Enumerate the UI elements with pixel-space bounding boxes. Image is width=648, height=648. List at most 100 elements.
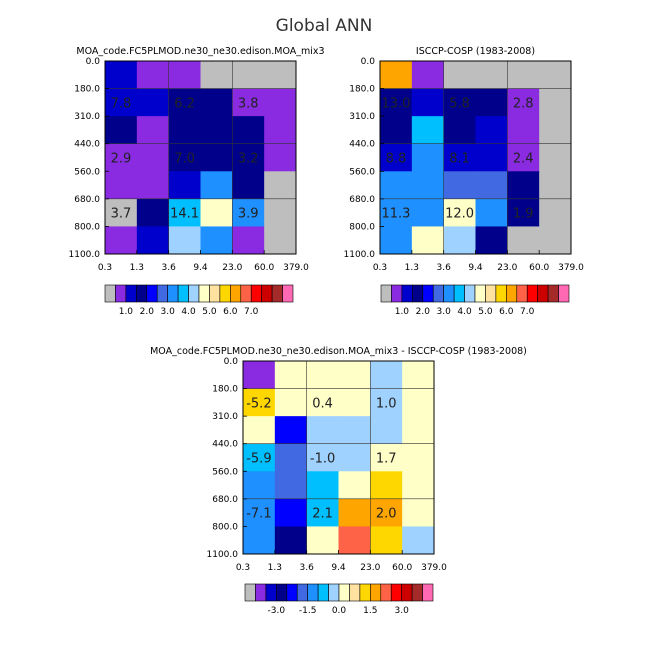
- heatmap-cell: [507, 61, 540, 90]
- panel-title: MOA_code.FC5PLMOD.ne30_ne30.edison.MOA_m…: [150, 346, 527, 357]
- colorbar-label: -1.5: [299, 606, 317, 616]
- y-tick-label: 180.0: [74, 85, 100, 95]
- heatmap-cell: [443, 88, 476, 117]
- cell-annotation: 14.1: [170, 207, 199, 222]
- cell-annotation: -5.2: [246, 396, 271, 411]
- colorbar-label: 1.5: [363, 606, 377, 616]
- heatmap-cell: [200, 198, 233, 227]
- x-tick-label: 60.0: [254, 263, 274, 273]
- y-tick-label: 680.0: [212, 495, 238, 505]
- heatmap-cell: [370, 526, 403, 555]
- heatmap-cell: [475, 171, 508, 200]
- y-tick-label: 180.0: [212, 385, 238, 395]
- heatmap-cell: [380, 61, 413, 90]
- heatmap-cell: [168, 226, 201, 255]
- heatmap-cell: [475, 88, 508, 117]
- colorbar-swatch: [401, 583, 413, 602]
- heatmap-cell: [443, 171, 476, 200]
- colorbar-swatch: [464, 284, 476, 303]
- colorbar-label: 0.0: [332, 606, 347, 616]
- y-tick-label: 0.0: [224, 357, 239, 367]
- x-tick-label: 3.6: [437, 263, 452, 273]
- colorbar-swatch: [359, 583, 371, 602]
- colorbar-label: 1.0: [395, 307, 410, 317]
- y-tick-label: 560.0: [212, 467, 238, 477]
- cell-annotation: -1.0: [310, 452, 335, 467]
- x-tick-label: 9.4: [331, 563, 346, 573]
- cell-annotation: 11.3: [381, 207, 410, 222]
- heatmap-cell: [200, 116, 233, 145]
- heatmap-cell: [475, 198, 508, 227]
- heatmap-cell: [105, 226, 138, 255]
- colorbar-swatch: [380, 583, 392, 602]
- colorbar-swatch: [558, 284, 570, 303]
- x-tick-label: 379.0: [421, 563, 447, 573]
- y-tick-label: 800.0: [349, 222, 375, 232]
- colorbar-swatch: [265, 583, 277, 602]
- y-tick-label: 0.0: [86, 57, 101, 67]
- heatmap-cell: [411, 171, 445, 200]
- cell-annotation: 13.0: [381, 96, 410, 111]
- y-tick-label: 180.0: [349, 85, 375, 95]
- heatmap-cell: [264, 143, 297, 172]
- y-tick-label: 800.0: [212, 522, 238, 532]
- heatmap-cell: [338, 443, 371, 472]
- heatmap-cell: [264, 61, 297, 90]
- heatmap-cell: [232, 226, 265, 255]
- panel-observation: ISCCP-COSP (1983-2008) 13.0 5.8 2.8 8.8 8.1 2.…: [344, 46, 585, 317]
- heatmap-cell: [306, 443, 339, 472]
- y-tick-label: 800.0: [74, 222, 100, 232]
- cell-annotation: 1.7: [376, 452, 397, 467]
- colorbar-swatch: [422, 284, 434, 303]
- cell-annotation: 1.9: [513, 207, 534, 222]
- heatmap-cell: [370, 416, 403, 445]
- colorbar-swatch: [282, 284, 294, 303]
- colorbar-label: 6.0: [499, 307, 514, 317]
- colorbar-swatch: [104, 284, 116, 303]
- heatmap-cell: [274, 388, 308, 417]
- heatmap-cell: [411, 226, 445, 255]
- heatmap-cell: [475, 116, 508, 145]
- y-tick-label: 310.0: [349, 112, 375, 122]
- colorbar-swatch: [230, 284, 242, 303]
- heatmap-cell: [264, 198, 297, 227]
- heatmap-cell: [338, 388, 371, 417]
- cell-annotation: 3.2: [238, 152, 259, 167]
- heatmap-cell: [402, 388, 435, 417]
- y-tick-label: 440.0: [212, 440, 238, 450]
- heatmap-cell: [136, 116, 170, 145]
- colorbar-swatch: [338, 583, 350, 602]
- heatmap-cell: [232, 143, 265, 172]
- heatmap-cell: [232, 171, 265, 200]
- heatmap-cell: [411, 143, 445, 172]
- heatmap-cell: [539, 61, 572, 90]
- heatmap-cell: [443, 116, 476, 145]
- colorbar-label: 1.0: [119, 307, 134, 317]
- heatmap-cell: [475, 143, 508, 172]
- colorbar-swatch: [250, 284, 262, 303]
- x-tick-label: 1.3: [268, 563, 282, 573]
- heatmap-cell: [264, 116, 297, 145]
- heatmap-cell: [402, 416, 435, 445]
- heatmap-cell: [507, 198, 540, 227]
- heatmap-cell: [338, 471, 371, 500]
- heatmap-cell: [507, 226, 540, 255]
- colorbar-swatch: [401, 284, 413, 303]
- cell-annotation: 8.1: [449, 152, 470, 167]
- colorbar-swatch: [240, 284, 252, 303]
- heatmap-cell: [136, 88, 170, 117]
- cell-annotation: 2.1: [312, 507, 333, 522]
- panel-title: ISCCP-COSP (1983-2008): [416, 46, 535, 57]
- cell-annotation: 1.0: [376, 396, 397, 411]
- heatmap-cell: [411, 88, 445, 117]
- colorbar-swatch: [146, 284, 158, 303]
- colorbar-label: 7.0: [244, 307, 259, 317]
- x-tick-label: 0.3: [98, 263, 112, 273]
- colorbar-swatch: [136, 284, 148, 303]
- heatmap-cell: [200, 171, 233, 200]
- heatmap-cell: [232, 116, 265, 145]
- heatmap-cell: [274, 443, 308, 472]
- cell-annotation: 2.8: [513, 96, 534, 111]
- colorbar-label: 2.0: [416, 307, 431, 317]
